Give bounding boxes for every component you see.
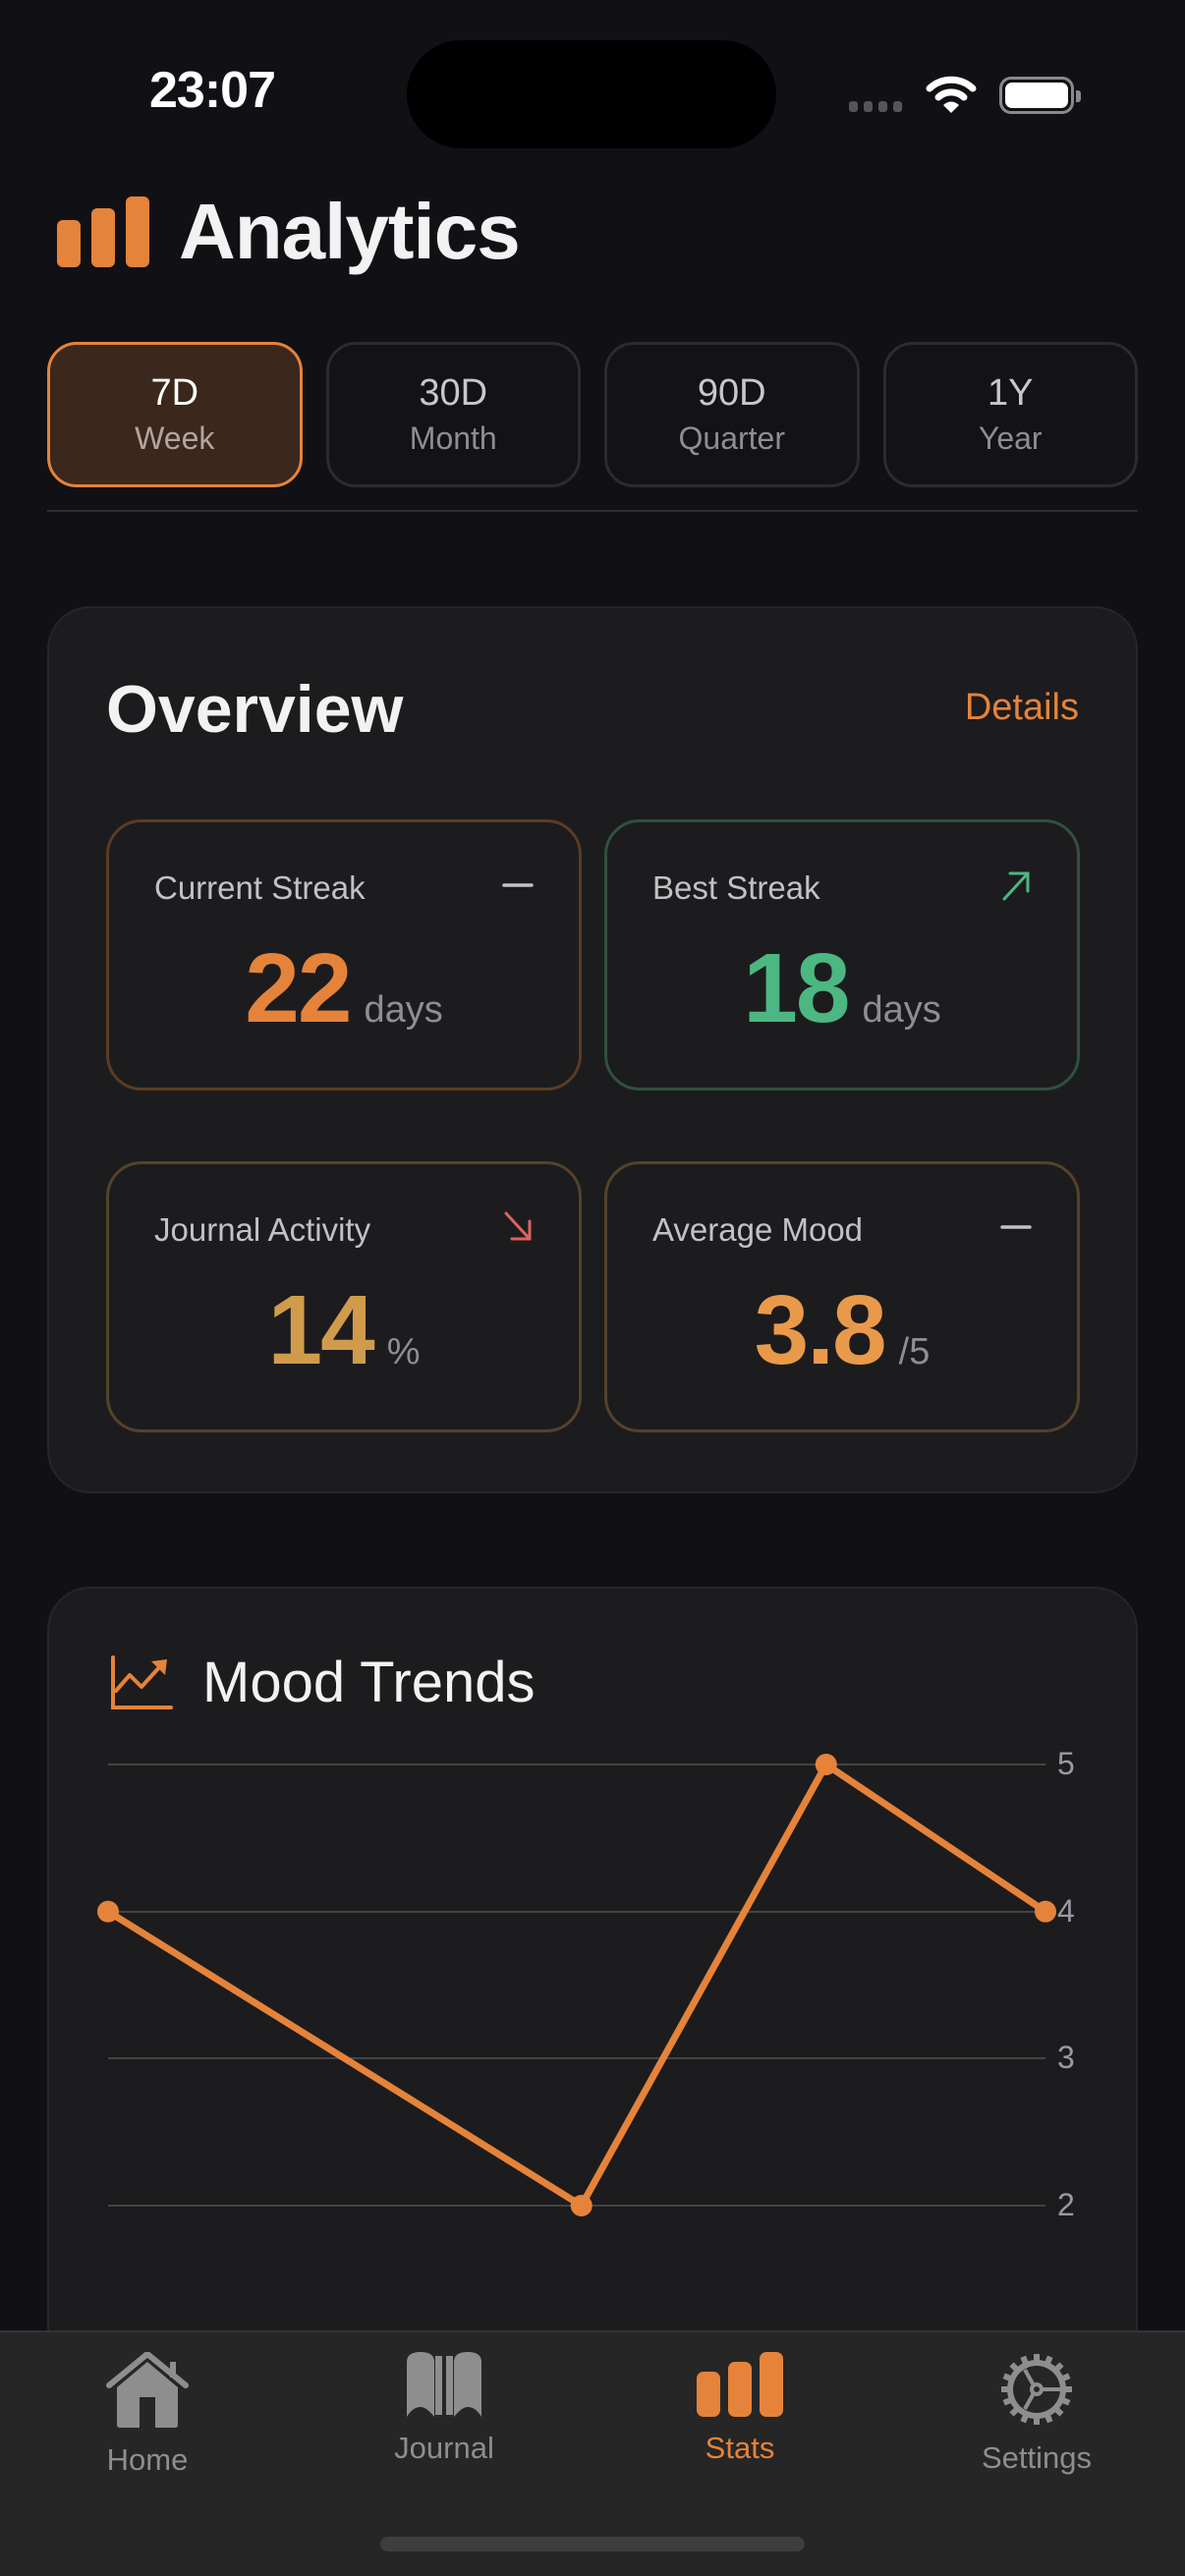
trend-flat-icon [502, 883, 534, 887]
period-90d-button[interactable]: 90D Quarter [604, 342, 860, 487]
period-label: Month [409, 420, 497, 456]
y-tick-label: 4 [1057, 1892, 1075, 1929]
trend-down-icon [504, 1211, 532, 1241]
stat-value: 3.8 [754, 1275, 887, 1385]
bar-chart-icon [697, 2352, 783, 2417]
data-point[interactable] [570, 2195, 592, 2216]
stat-value: 18 [743, 933, 850, 1043]
period-code: 90D [697, 372, 766, 414]
period-label: Week [135, 420, 215, 456]
tab-settings[interactable]: Settings [929, 2352, 1145, 2476]
tab-home[interactable]: Home [39, 2352, 255, 2478]
stat-value: 14 [267, 1275, 374, 1385]
trend-up-icon [1002, 871, 1030, 901]
divider [47, 510, 1138, 512]
trend-flat-icon [1000, 1225, 1032, 1229]
stat-label: Current Streak [154, 869, 366, 906]
period-1y-button[interactable]: 1Y Year [882, 342, 1138, 487]
stat-unit: days [364, 989, 443, 1031]
wifi-icon [926, 76, 977, 113]
status-time: 23:07 [149, 62, 276, 119]
mood-trends-card: Mood Trends 5 4 3 2 [47, 1587, 1138, 2471]
tab-bar: Home Journal Stats Setting [0, 2330, 1185, 2576]
data-point[interactable] [97, 1900, 119, 1923]
tab-label: Journal [394, 2431, 494, 2465]
period-selector: 7D Week 30D Month 90D Quarter 1Y Year [47, 342, 1138, 487]
stat-card-best-streak[interactable]: Best Streak 18 days [604, 819, 1080, 1091]
status-bar: 23:07 [0, 0, 1185, 187]
tab-label: Home [106, 2442, 189, 2477]
mood-trends-title: Mood Trends [202, 1651, 536, 1714]
page-header: Analytics [57, 187, 521, 277]
stat-label: Average Mood [652, 1211, 864, 1248]
cellular-signal-icon [849, 101, 902, 112]
page-title: Analytics [179, 188, 521, 275]
stat-label: Journal Activity [154, 1211, 371, 1248]
details-link[interactable]: Details [964, 687, 1079, 728]
period-code: 7D [150, 372, 199, 414]
y-tick-label: 2 [1057, 2187, 1075, 2222]
y-tick-label: 5 [1057, 1746, 1075, 1781]
bar-chart-icon [57, 196, 149, 267]
period-code: 30D [419, 372, 488, 414]
tab-stats[interactable]: Stats [632, 2352, 848, 2466]
dynamic-island [407, 40, 776, 148]
y-tick-label: 3 [1057, 2040, 1075, 2076]
stat-unit: /5 [898, 1331, 931, 1372]
period-label: Quarter [678, 420, 785, 456]
gridlines [108, 1764, 1045, 2207]
mood-line [106, 1761, 1047, 2210]
stat-card-journal-activity[interactable]: Journal Activity 14% [106, 1161, 582, 1432]
tab-label: Settings [981, 2440, 1092, 2475]
period-label: Year [978, 420, 1043, 456]
home-indicator[interactable] [380, 2537, 805, 2551]
gear-icon [1001, 2354, 1072, 2425]
stat-value: 22 [245, 933, 352, 1043]
trend-chart-icon [111, 1654, 173, 1709]
period-30d-button[interactable]: 30D Month [325, 342, 581, 487]
battery-icon [999, 77, 1081, 114]
stat-unit: % [386, 1331, 421, 1372]
overview-card: Overview Details Current Streak 22 days B… [47, 606, 1138, 1493]
stat-card-current-streak[interactable]: Current Streak 22 days [106, 819, 582, 1091]
data-point[interactable] [815, 1754, 837, 1775]
stat-card-average-mood[interactable]: Average Mood 3.8/5 [604, 1161, 1080, 1432]
tab-label: Stats [705, 2431, 775, 2465]
period-code: 1Y [988, 372, 1034, 414]
tab-journal[interactable]: Journal [336, 2352, 552, 2466]
book-icon [407, 2352, 481, 2417]
stat-label: Best Streak [652, 869, 820, 906]
overview-title: Overview [106, 672, 404, 747]
stat-unit: days [862, 989, 941, 1031]
house-icon [106, 2352, 189, 2428]
data-point[interactable] [1035, 1900, 1056, 1923]
period-7d-button[interactable]: 7D Week [47, 342, 303, 487]
mood-line-chart [97, 1754, 1056, 2216]
